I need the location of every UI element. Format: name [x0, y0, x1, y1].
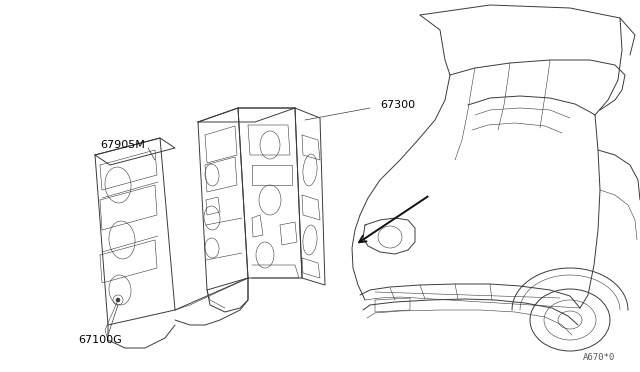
Text: 67100G: 67100G: [78, 335, 122, 345]
Text: A670*0: A670*0: [583, 353, 615, 362]
Circle shape: [116, 298, 120, 302]
Text: 67300: 67300: [380, 100, 415, 110]
Text: 67905M: 67905M: [100, 140, 145, 150]
